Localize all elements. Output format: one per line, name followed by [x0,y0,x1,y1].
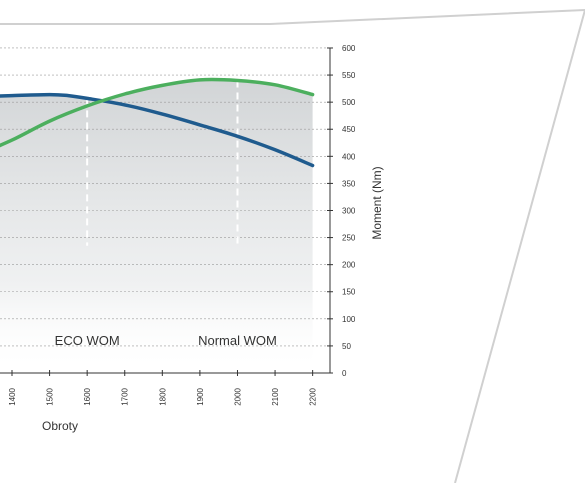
series-line-green [0,77,315,148]
area-under-curve [0,79,313,373]
x-axis-label: Obroty [42,419,78,433]
y-tick-label-500: 500 [342,98,356,107]
y-tick-label-100: 100 [342,315,356,324]
x-tick-label-1900: 1900 [196,387,205,405]
x-tick-label-1500: 1500 [46,387,55,405]
panel-border-slant [454,9,585,483]
annotation-label-0: ECO WOM [55,333,120,348]
annotation-label-1: Normal WOM [198,333,277,348]
series-group [0,77,315,168]
y-tick-label-400: 400 [342,152,356,161]
annotation-labels: ECO WOM Normal WOM [55,333,277,348]
y-tick-label-0: 0 [342,369,347,378]
y-tick-label-450: 450 [342,125,356,134]
panel-border [0,9,585,25]
axes: 0 50 100 150 200 250 300 350 400 450 500 550 600 1400… [0,44,356,406]
x-tick-label-2100: 2100 [271,387,280,405]
y-tick-label-550: 550 [342,71,356,80]
x-tick-label-1700: 1700 [121,387,130,405]
x-tick-label-2200: 2200 [309,387,318,405]
y-tick-label-350: 350 [342,179,356,188]
x-tick-label-1400: 1400 [8,387,17,405]
y-tick-label-250: 250 [342,234,356,243]
gridlines [0,47,330,347]
series-line-blue [0,92,315,168]
y-tick-label-50: 50 [342,342,351,351]
y-tick-label-150: 150 [342,288,356,297]
y-tick-label-200: 200 [342,261,356,270]
x-tick-label-2000: 2000 [234,387,243,405]
y-axis-label: Moment (Nm) [370,166,384,239]
annotation-markers [86,80,239,246]
x-tick-label-1800: 1800 [158,387,167,405]
y-tick-label-300: 300 [342,206,356,215]
x-tick-label-1600: 1600 [83,387,92,405]
y-tick-label-600: 600 [342,44,356,53]
